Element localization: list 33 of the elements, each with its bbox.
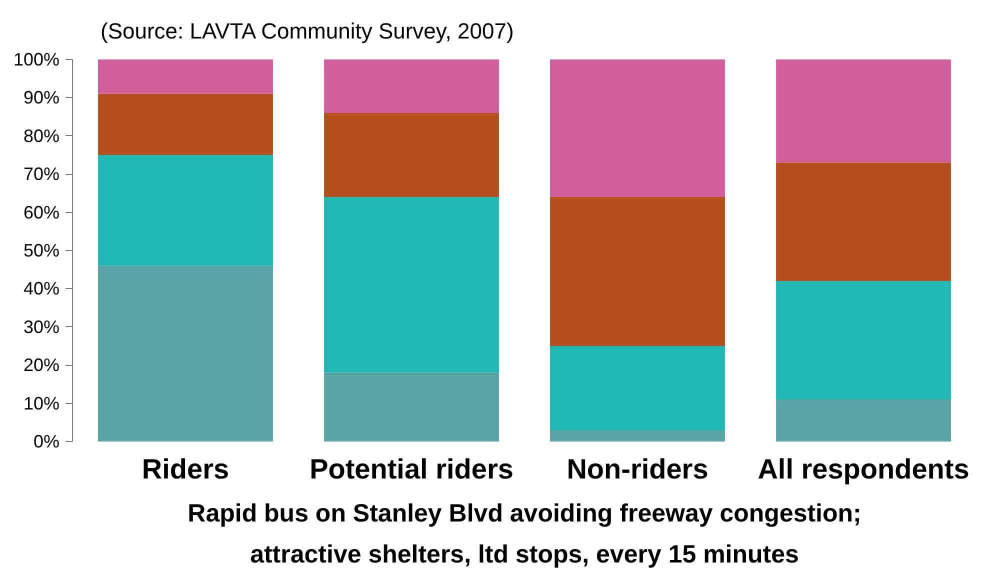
bar xyxy=(98,94,273,155)
bar xyxy=(776,162,951,282)
y-tick-label: 50% xyxy=(23,240,60,260)
bar xyxy=(776,281,951,400)
bar xyxy=(98,155,273,266)
y-tick-label: 70% xyxy=(23,164,60,184)
y-tick-label: 20% xyxy=(23,355,60,376)
y-tick-label: 40% xyxy=(23,278,60,299)
x-tick-label: All respondents xyxy=(758,454,970,484)
x-axis-title: Rapid bus on Stanley Blvd avoiding freeway congestion; attractive shelters, ltd stops, every 15 minutes xyxy=(188,500,862,568)
x-tick-label: Potential riders xyxy=(310,454,514,484)
bar xyxy=(324,197,499,373)
bar xyxy=(550,197,725,346)
bar xyxy=(98,60,273,94)
y-tick-label: 10% xyxy=(23,393,60,414)
bar xyxy=(324,372,499,442)
y-tick-label: 60% xyxy=(23,202,60,222)
bar xyxy=(550,430,725,442)
y-tick-label: 0% xyxy=(33,432,60,452)
bar xyxy=(324,60,499,113)
y-tick-label: 90% xyxy=(23,88,60,108)
y-tick-label: 80% xyxy=(23,126,60,146)
bar xyxy=(776,60,951,163)
bar xyxy=(98,266,273,442)
bar xyxy=(776,399,951,442)
x-tick-label: Riders xyxy=(142,454,230,484)
text: (Source: LAVTA Community Survey, 2007) xyxy=(100,18,514,44)
bar xyxy=(550,346,725,430)
y-tick-label: 100% xyxy=(13,50,60,70)
bar xyxy=(550,60,725,198)
x-tick-label: Non-riders xyxy=(566,454,708,484)
bar xyxy=(324,112,499,198)
y-tick-label: 30% xyxy=(23,316,60,337)
